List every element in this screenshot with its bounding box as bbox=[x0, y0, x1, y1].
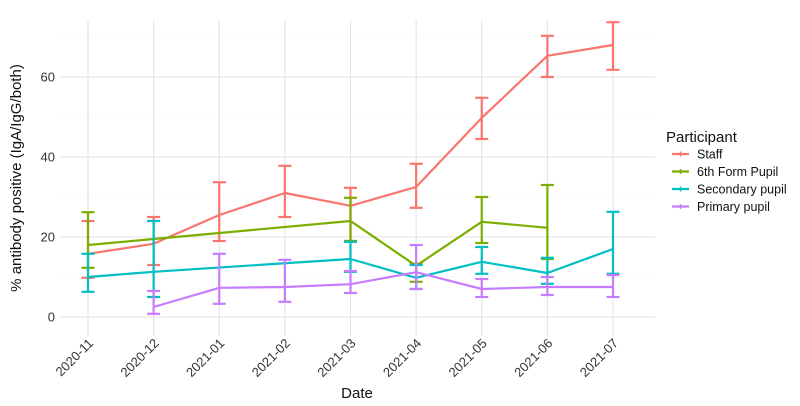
legend-item: Staff bbox=[672, 148, 723, 162]
legend-item: Secondary pupil bbox=[672, 183, 787, 197]
legend: Participant Staff 6th Form Pupil Secondary… bbox=[666, 129, 787, 214]
y-tick-label: 60 bbox=[41, 70, 55, 85]
legend-label: Secondary pupil bbox=[697, 183, 787, 197]
x-tick-label: 2021-07 bbox=[577, 336, 621, 380]
x-tick-label: 2020-11 bbox=[52, 336, 96, 380]
series-primary-pupil bbox=[147, 243, 620, 315]
y-tick-label: 0 bbox=[48, 310, 55, 325]
x-tick-label: 2021-06 bbox=[511, 336, 555, 380]
legend-label: 6th Form Pupil bbox=[697, 165, 778, 179]
x-axis-ticks: 2020-11 2020-12 2021-01 2021-02 2021-03 2021-… bbox=[52, 336, 621, 380]
x-axis-title: Date bbox=[341, 385, 373, 402]
y-tick-label: 40 bbox=[41, 150, 55, 165]
legend-title: Participant bbox=[666, 129, 738, 146]
x-tick-label: 2021-02 bbox=[249, 336, 293, 380]
x-tick-label: 2021-05 bbox=[446, 336, 490, 380]
plot-grid bbox=[60, 20, 655, 336]
legend-item: 6th Form Pupil bbox=[672, 165, 778, 179]
y-axis-title: % antibody positive (IgA/IgG/both) bbox=[8, 64, 25, 292]
x-tick-label: 2021-03 bbox=[314, 336, 358, 380]
plot-series bbox=[81, 21, 620, 315]
legend-label: Primary pupil bbox=[697, 200, 770, 214]
x-tick-label: 2021-04 bbox=[380, 336, 424, 380]
legend-label: Staff bbox=[697, 148, 723, 162]
x-tick-label: 2020-12 bbox=[117, 336, 161, 380]
y-axis-ticks: 0 20 40 60 bbox=[41, 70, 55, 325]
legend-item: Primary pupil bbox=[672, 200, 770, 214]
x-tick-label: 2021-01 bbox=[183, 336, 227, 380]
y-tick-label: 20 bbox=[41, 230, 55, 245]
